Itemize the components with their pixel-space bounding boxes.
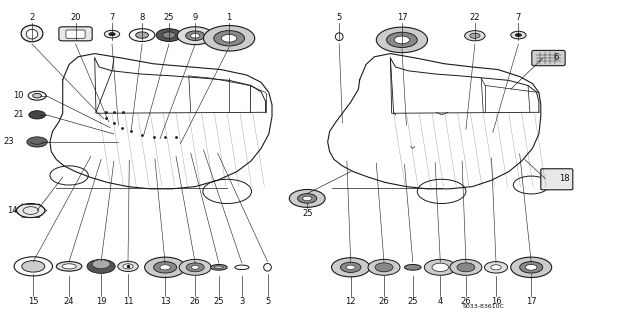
Circle shape	[332, 258, 370, 277]
Circle shape	[123, 264, 133, 269]
FancyBboxPatch shape	[59, 27, 92, 41]
Circle shape	[87, 259, 115, 273]
Circle shape	[491, 265, 501, 270]
Circle shape	[186, 31, 205, 41]
Circle shape	[191, 33, 200, 38]
Circle shape	[520, 262, 543, 273]
Text: 17: 17	[397, 13, 407, 22]
FancyBboxPatch shape	[66, 30, 85, 38]
Text: 9: 9	[193, 13, 198, 22]
Ellipse shape	[214, 266, 223, 269]
Circle shape	[303, 196, 312, 201]
Text: 18: 18	[559, 174, 570, 183]
Text: S033-83610C: S033-83610C	[462, 304, 504, 309]
Circle shape	[298, 194, 317, 203]
Circle shape	[17, 204, 45, 218]
Circle shape	[289, 189, 325, 207]
Text: 7: 7	[516, 13, 521, 22]
Circle shape	[154, 262, 177, 273]
Circle shape	[511, 257, 552, 278]
Text: 22: 22	[470, 13, 480, 22]
Text: 15: 15	[28, 297, 38, 306]
Circle shape	[160, 265, 170, 270]
FancyBboxPatch shape	[541, 169, 573, 190]
Circle shape	[156, 29, 182, 41]
Text: 3: 3	[239, 297, 244, 306]
Circle shape	[457, 263, 475, 272]
Circle shape	[191, 265, 199, 269]
Text: 25: 25	[408, 297, 418, 306]
Text: 1: 1	[227, 13, 232, 22]
Text: 10: 10	[13, 91, 24, 100]
FancyBboxPatch shape	[532, 50, 565, 66]
Circle shape	[525, 264, 537, 270]
Circle shape	[470, 33, 480, 38]
Circle shape	[92, 260, 110, 269]
Circle shape	[387, 32, 417, 48]
Text: 5: 5	[265, 297, 270, 306]
Text: 6: 6	[553, 53, 558, 62]
Circle shape	[104, 30, 120, 38]
Text: 8: 8	[140, 13, 145, 22]
Text: 2: 2	[29, 13, 35, 22]
Text: 26: 26	[461, 297, 471, 306]
Ellipse shape	[21, 25, 43, 42]
Text: 4: 4	[438, 297, 443, 306]
Circle shape	[27, 137, 47, 147]
Circle shape	[204, 26, 255, 51]
Ellipse shape	[404, 264, 421, 270]
Text: 23: 23	[3, 137, 14, 146]
Circle shape	[22, 261, 45, 272]
Ellipse shape	[26, 29, 38, 39]
Text: 12: 12	[346, 297, 356, 306]
Circle shape	[432, 263, 449, 271]
Circle shape	[177, 27, 213, 45]
Text: 13: 13	[160, 297, 170, 306]
Circle shape	[186, 263, 204, 272]
Circle shape	[221, 34, 237, 42]
Text: 24: 24	[64, 297, 74, 306]
Circle shape	[375, 263, 393, 272]
Circle shape	[515, 33, 522, 37]
Text: 21: 21	[13, 110, 24, 119]
Circle shape	[136, 32, 148, 38]
Circle shape	[511, 31, 526, 39]
Circle shape	[346, 265, 355, 270]
Circle shape	[340, 262, 361, 272]
Text: 25: 25	[214, 297, 224, 306]
Text: 25: 25	[164, 13, 174, 22]
Circle shape	[163, 32, 175, 38]
Text: 26: 26	[190, 297, 200, 306]
Text: 20: 20	[70, 13, 81, 22]
Text: 26: 26	[379, 297, 389, 306]
Circle shape	[29, 111, 45, 119]
Ellipse shape	[211, 264, 227, 270]
Circle shape	[368, 259, 400, 275]
Text: 11: 11	[123, 297, 133, 306]
Circle shape	[179, 259, 211, 275]
Text: 7: 7	[109, 13, 115, 22]
Text: 25: 25	[302, 209, 312, 218]
Circle shape	[465, 31, 485, 41]
Circle shape	[450, 259, 482, 275]
Circle shape	[376, 27, 428, 53]
Ellipse shape	[62, 264, 76, 269]
Circle shape	[484, 262, 508, 273]
Text: 5: 5	[337, 13, 342, 22]
Circle shape	[214, 31, 244, 46]
Circle shape	[424, 259, 456, 275]
Text: 14: 14	[8, 206, 18, 215]
Circle shape	[145, 257, 186, 278]
Text: 16: 16	[491, 297, 501, 306]
Text: 17: 17	[526, 297, 536, 306]
Circle shape	[109, 33, 115, 36]
Circle shape	[118, 261, 138, 271]
Ellipse shape	[56, 262, 82, 271]
Circle shape	[394, 36, 410, 44]
Circle shape	[33, 93, 42, 98]
Text: 19: 19	[96, 297, 106, 306]
